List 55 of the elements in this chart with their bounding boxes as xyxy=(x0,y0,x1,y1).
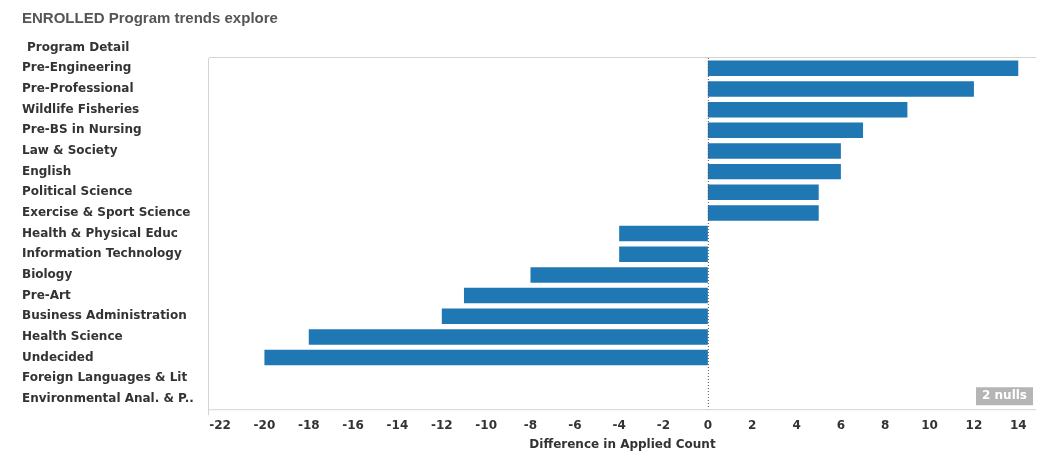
y-tick-label: Undecided xyxy=(22,349,94,364)
x-tick-label: -16 xyxy=(342,417,364,432)
x-tick-label: 0 xyxy=(703,417,713,432)
y-tick-label: Business Administration xyxy=(22,308,187,323)
bar xyxy=(707,81,974,97)
bar xyxy=(441,308,708,324)
x-tick-label: 4 xyxy=(792,417,801,432)
bar xyxy=(264,349,708,366)
x-tick-label: 12 xyxy=(965,417,983,432)
x-axis-title: Difference in Applied Count xyxy=(529,436,716,451)
x-tick-label: 8 xyxy=(881,417,890,432)
bar xyxy=(707,184,819,201)
y-tick-label: Health & Physical Educ xyxy=(22,225,178,240)
x-tick-label: 6 xyxy=(836,417,846,432)
y-tick-label: Biology xyxy=(22,267,73,282)
y-tick-label: Information Technology xyxy=(22,246,182,261)
x-tick-label: -8 xyxy=(523,417,538,432)
y-tick-label: Exercise & Sport Science xyxy=(22,205,191,220)
y-tick-label: Law & Society xyxy=(22,143,118,158)
bar xyxy=(308,329,708,345)
x-tick-label: 10 xyxy=(921,417,938,432)
y-tick-label: Wildlife Fisheries xyxy=(22,101,140,116)
bar xyxy=(463,287,708,304)
x-tick-label: -2 xyxy=(656,417,671,432)
bar xyxy=(619,225,708,242)
y-tick-label: Environmental Anal. & P.. xyxy=(22,391,194,405)
x-tick-label: -12 xyxy=(430,417,453,432)
y-tick-label: Foreign Languages & Lit xyxy=(22,370,188,385)
x-tick-label: -4 xyxy=(612,417,626,432)
y-tick-label: Health Science xyxy=(22,329,123,344)
bar xyxy=(707,122,864,139)
y-tick-label: Pre-Engineering xyxy=(22,60,132,75)
annotation: 2 nulls xyxy=(982,388,1027,403)
bar xyxy=(707,101,908,118)
x-tick-label: 14 xyxy=(1009,417,1027,432)
x-tick-label: -20 xyxy=(253,417,276,432)
bar xyxy=(530,267,708,283)
x-tick-label: -10 xyxy=(475,417,497,432)
chart-title: ENROLLED Program trends explore xyxy=(22,9,278,27)
y-tick-label: Pre-Art xyxy=(22,287,72,302)
bar xyxy=(619,246,708,263)
x-tick-label: -6 xyxy=(568,417,582,432)
y-tick-label: Political Science xyxy=(22,184,133,199)
y-axis-title: Program Detail xyxy=(27,40,130,55)
y-tick-label: Pre-BS in Nursing xyxy=(22,122,142,137)
y-tick-label: English xyxy=(22,163,72,178)
bar xyxy=(707,60,1019,77)
x-tick-label: 2 xyxy=(748,417,757,432)
x-tick-label: -18 xyxy=(297,417,320,432)
bar xyxy=(707,163,841,180)
bar xyxy=(707,205,819,221)
x-tick-label: -22 xyxy=(209,417,231,432)
bar xyxy=(707,143,841,159)
y-tick-label: Pre-Professional xyxy=(22,81,134,96)
x-tick-label: -14 xyxy=(386,417,409,432)
